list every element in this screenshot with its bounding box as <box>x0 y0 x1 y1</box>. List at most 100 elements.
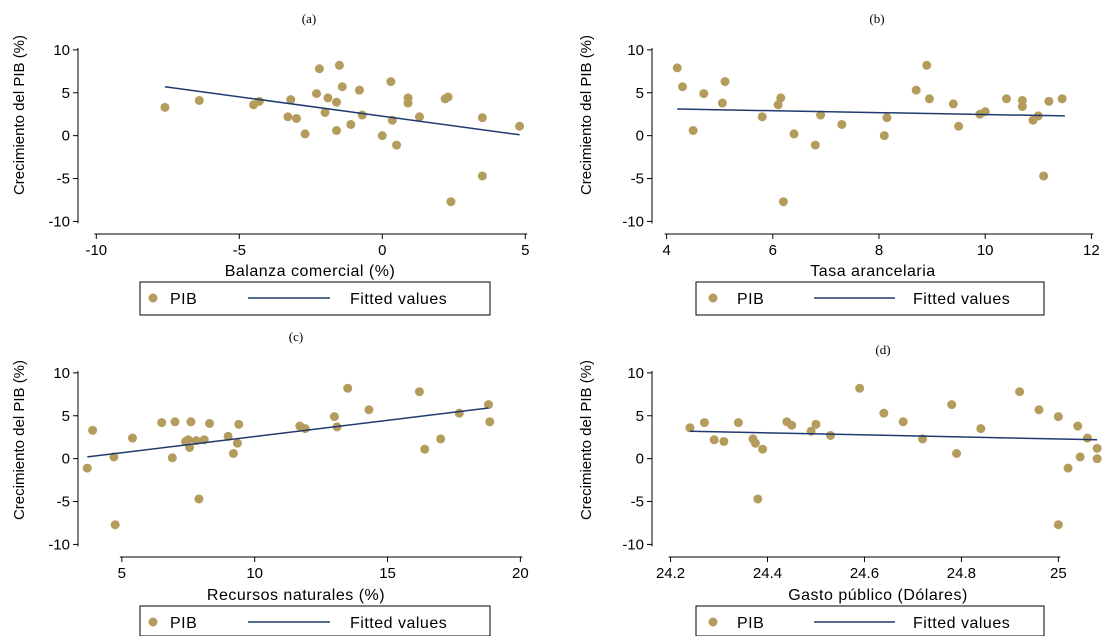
data-point <box>720 77 730 87</box>
data-point <box>160 102 170 112</box>
data-point <box>1001 94 1011 104</box>
y-axis-title-text: Crecimiento del PIB (%) <box>11 35 28 195</box>
data-point <box>346 119 356 129</box>
x-tick-label: 10 <box>977 242 994 259</box>
legend-line-label: Fitted values <box>913 615 1010 632</box>
data-point <box>1053 520 1063 530</box>
legend-c: PIB Fitted values <box>139 605 491 636</box>
data-point <box>454 408 464 418</box>
data-point <box>826 430 836 440</box>
data-point <box>312 89 322 99</box>
x-tick-label: 10 <box>246 565 263 582</box>
data-point <box>685 423 695 433</box>
panel-title-d: (d) <box>875 342 890 357</box>
legend-dot-label: PIB <box>170 615 197 632</box>
data-point <box>232 438 242 448</box>
data-point <box>186 417 196 427</box>
data-point <box>1034 405 1044 415</box>
data-point <box>789 129 799 139</box>
data-point <box>699 418 709 428</box>
data-point <box>911 85 921 95</box>
y-tick-label: -5 <box>631 494 644 511</box>
data-point <box>403 98 413 108</box>
data-point <box>194 95 204 105</box>
data-point <box>320 107 330 117</box>
data-point <box>170 417 180 427</box>
x-axis-title-a: Balanza comercial (%) <box>225 263 396 280</box>
y-axis-title-text: Crecimiento del PIB (%) <box>11 360 28 520</box>
x-tick-label: 20 <box>512 565 529 582</box>
y-tick-label: -5 <box>631 171 644 188</box>
legend-box <box>695 605 1045 636</box>
plot-area-d: -10 -5 0 5 10 24.2 24.4 24.6 24.8 25 <box>622 365 1102 582</box>
legend-box <box>139 605 491 636</box>
chart-svg-b: Crecimiento del PIB (%) (b) Tasa arancel… <box>578 11 1100 316</box>
data-point <box>127 433 137 443</box>
panel-title-b: (b) <box>869 11 884 26</box>
x-axis-title-b: Tasa arancelaria <box>810 263 935 280</box>
data-point <box>386 77 396 87</box>
x-tick-label: 25 <box>1050 565 1067 582</box>
chart-svg-d: Crecimiento del PIB (%) (d) Gasto públic… <box>578 342 1102 636</box>
y-tick-label: -10 <box>622 536 644 553</box>
data-point <box>332 125 342 135</box>
data-point <box>357 110 367 120</box>
data-point <box>678 82 688 92</box>
data-point <box>88 425 98 435</box>
data-point <box>194 494 204 504</box>
data-point <box>483 400 493 410</box>
y-tick-label: 0 <box>62 128 70 145</box>
y-tick-label: 10 <box>53 42 70 59</box>
y-tick-label: -5 <box>57 494 70 511</box>
data-point <box>110 520 120 530</box>
data-point <box>757 112 767 122</box>
data-point <box>343 383 353 393</box>
data-point <box>1082 433 1092 443</box>
legend-line-label: Fitted values <box>913 291 1010 308</box>
x-tick-label: 12 <box>1083 242 1100 259</box>
y-tick-label: 0 <box>636 451 644 468</box>
data-point <box>254 96 264 106</box>
data-point <box>323 93 333 103</box>
data-point <box>753 494 763 504</box>
legend-dot-marker <box>148 617 158 627</box>
data-point <box>392 140 402 150</box>
data-point <box>954 121 964 131</box>
y-tick-label: -5 <box>57 171 70 188</box>
data-point <box>948 99 958 109</box>
fitted-line <box>87 407 489 458</box>
data-point <box>414 387 424 397</box>
data-point <box>414 112 424 122</box>
data-point <box>477 113 487 123</box>
plot-area-a: -10 -5 0 5 10 -10 -5 0 5 <box>48 42 529 259</box>
data-point <box>758 444 768 454</box>
y-tick-label: 0 <box>636 128 644 145</box>
legend-dot-label: PIB <box>170 291 197 308</box>
y-tick-label: 5 <box>636 408 644 425</box>
data-point <box>234 419 244 429</box>
y-axis-title-d: Crecimiento del PIB (%) <box>578 360 595 520</box>
data-point <box>485 417 495 427</box>
data-point <box>879 408 889 418</box>
data-point <box>283 112 293 122</box>
chart-panel-d: Crecimiento del PIB (%) (d) Gasto públic… <box>551 318 1102 636</box>
y-tick-label: 5 <box>62 85 70 102</box>
y-tick-label: -10 <box>48 536 70 553</box>
data-point <box>205 418 215 428</box>
data-point <box>167 453 177 463</box>
data-point <box>436 434 446 444</box>
y-tick-label: 10 <box>53 365 70 382</box>
plot-area-c: -10 -5 0 5 10 5 10 15 20 <box>48 365 528 582</box>
legend-dot-label: PIB <box>737 291 764 308</box>
x-tick-label: 5 <box>118 565 126 582</box>
x-tick-label: 15 <box>379 565 396 582</box>
legend-dot-label: PIB <box>737 615 764 632</box>
data-point <box>157 418 167 428</box>
data-point <box>1075 452 1085 462</box>
data-point <box>332 97 342 107</box>
data-point <box>329 412 339 422</box>
data-point <box>879 131 889 141</box>
x-tick-label: 24.4 <box>753 565 782 582</box>
data-point <box>811 419 821 429</box>
x-tick-label: 24.6 <box>850 565 879 582</box>
